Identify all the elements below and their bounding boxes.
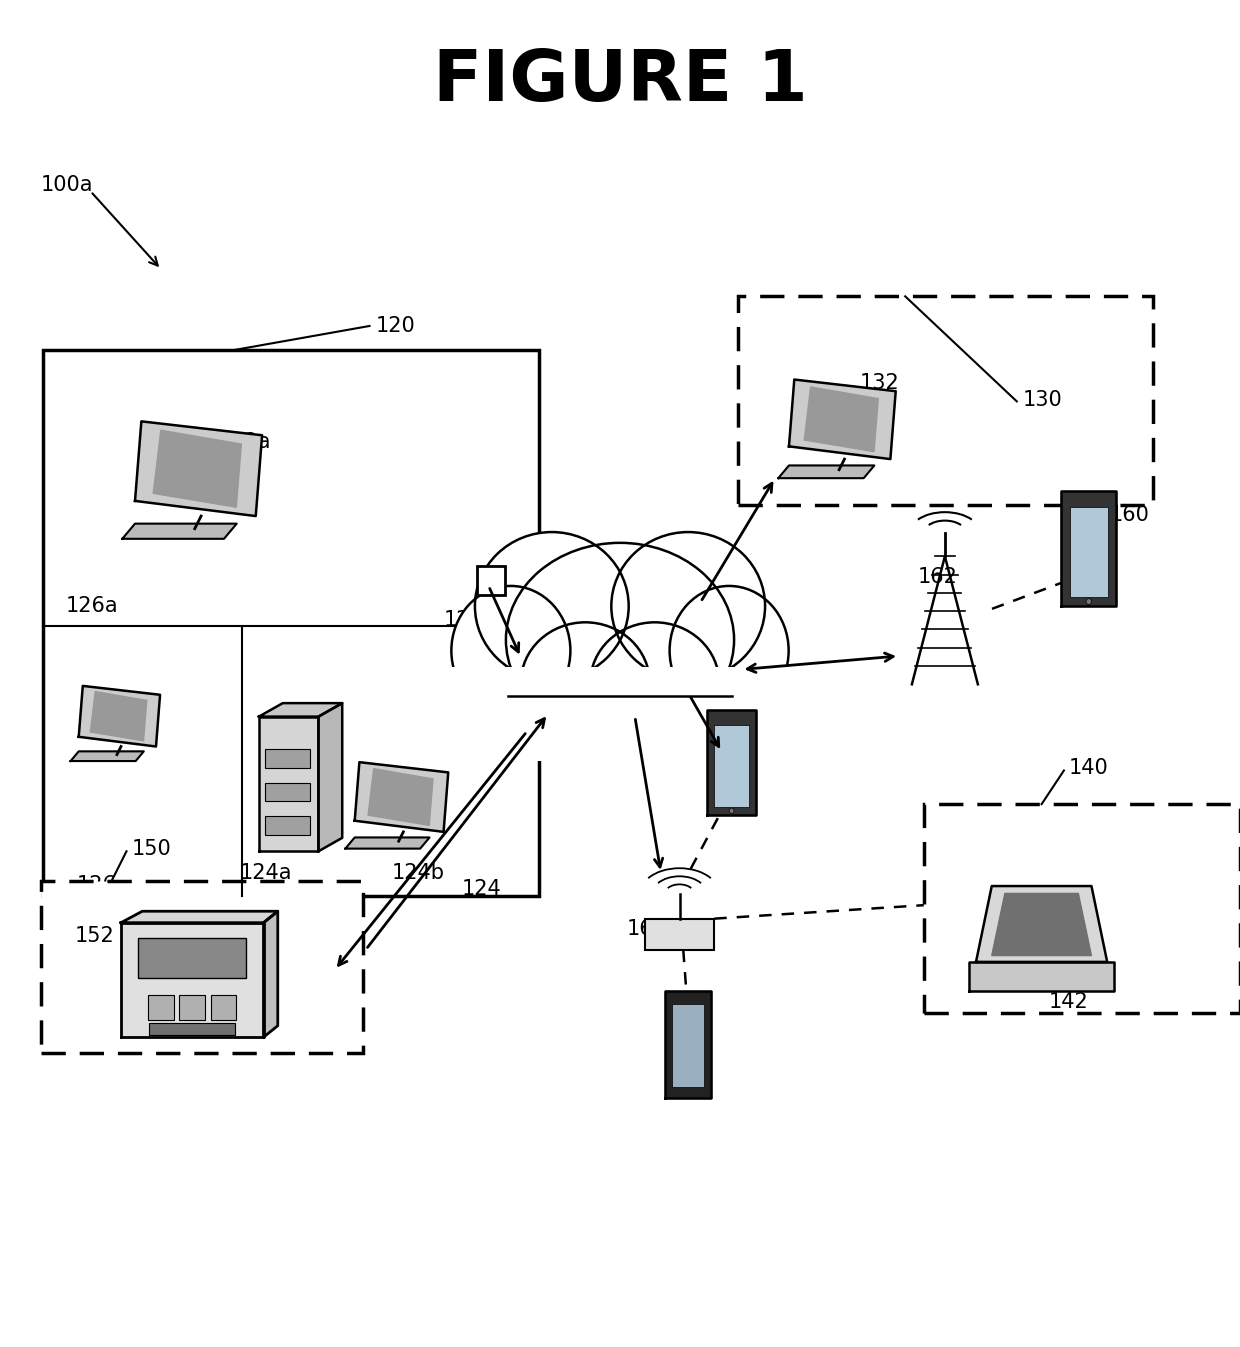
Polygon shape [91, 691, 146, 741]
Polygon shape [122, 911, 278, 923]
Bar [422, 667, 818, 761]
Text: 124: 124 [461, 880, 501, 898]
Polygon shape [976, 886, 1107, 962]
Text: 142: 142 [1049, 993, 1089, 1012]
Text: 126: 126 [77, 876, 117, 894]
Text: 110: 110 [593, 644, 632, 663]
Text: FIGURE 1: FIGURE 1 [433, 47, 807, 116]
Polygon shape [78, 686, 160, 746]
Circle shape [729, 808, 734, 814]
Bar [924, 804, 1240, 1013]
Polygon shape [263, 911, 278, 1037]
Ellipse shape [521, 622, 650, 744]
Polygon shape [970, 962, 1114, 991]
Text: 130: 130 [1023, 391, 1063, 409]
Text: 160: 160 [1110, 505, 1149, 524]
Polygon shape [135, 422, 262, 516]
Text: 160: 160 [746, 742, 786, 761]
Text: 124c: 124c [444, 610, 495, 629]
Polygon shape [707, 710, 756, 815]
Text: 162: 162 [918, 567, 957, 586]
Polygon shape [123, 524, 237, 539]
Bar [180, 995, 205, 1020]
Bar [149, 1024, 236, 1034]
Text: 100a: 100a [41, 175, 93, 194]
Text: 166: 166 [670, 1024, 709, 1043]
Polygon shape [122, 923, 263, 1037]
Text: 132: 132 [859, 373, 899, 392]
Polygon shape [779, 466, 874, 478]
Polygon shape [154, 430, 242, 508]
Ellipse shape [611, 532, 765, 680]
Bar [265, 783, 310, 801]
Polygon shape [319, 703, 342, 851]
Text: 126a: 126a [66, 597, 118, 616]
Circle shape [1086, 598, 1091, 605]
Text: 120: 120 [376, 317, 415, 335]
Polygon shape [259, 703, 342, 717]
Bar [672, 1004, 704, 1087]
Polygon shape [665, 991, 712, 1098]
Bar [477, 566, 505, 595]
Bar [265, 749, 310, 768]
Polygon shape [805, 387, 878, 451]
Text: 152: 152 [74, 927, 114, 946]
Bar [211, 995, 237, 1020]
Polygon shape [71, 752, 144, 761]
Ellipse shape [506, 543, 734, 737]
Bar [265, 816, 310, 835]
Ellipse shape [670, 586, 789, 715]
Text: 140: 140 [1069, 758, 1109, 777]
Polygon shape [355, 762, 448, 832]
Bar [714, 725, 749, 807]
Text: 124a: 124a [239, 863, 291, 882]
Polygon shape [368, 769, 433, 826]
Text: 150: 150 [131, 839, 171, 858]
Ellipse shape [590, 622, 719, 744]
Bar [1070, 506, 1107, 597]
Text: 122a: 122a [218, 432, 270, 451]
Text: 124b: 124b [392, 863, 445, 882]
Bar [738, 296, 1153, 505]
Ellipse shape [475, 532, 629, 680]
Bar [138, 938, 247, 978]
Bar [41, 881, 363, 1053]
Polygon shape [346, 838, 429, 849]
Bar [645, 919, 714, 950]
Ellipse shape [451, 586, 570, 715]
Text: 164: 164 [626, 920, 666, 939]
Polygon shape [259, 717, 319, 851]
Polygon shape [992, 893, 1091, 955]
Polygon shape [1061, 490, 1116, 606]
Polygon shape [789, 380, 895, 459]
Bar [148, 995, 174, 1020]
Bar [43, 350, 539, 896]
Text: 122: 122 [471, 597, 511, 616]
